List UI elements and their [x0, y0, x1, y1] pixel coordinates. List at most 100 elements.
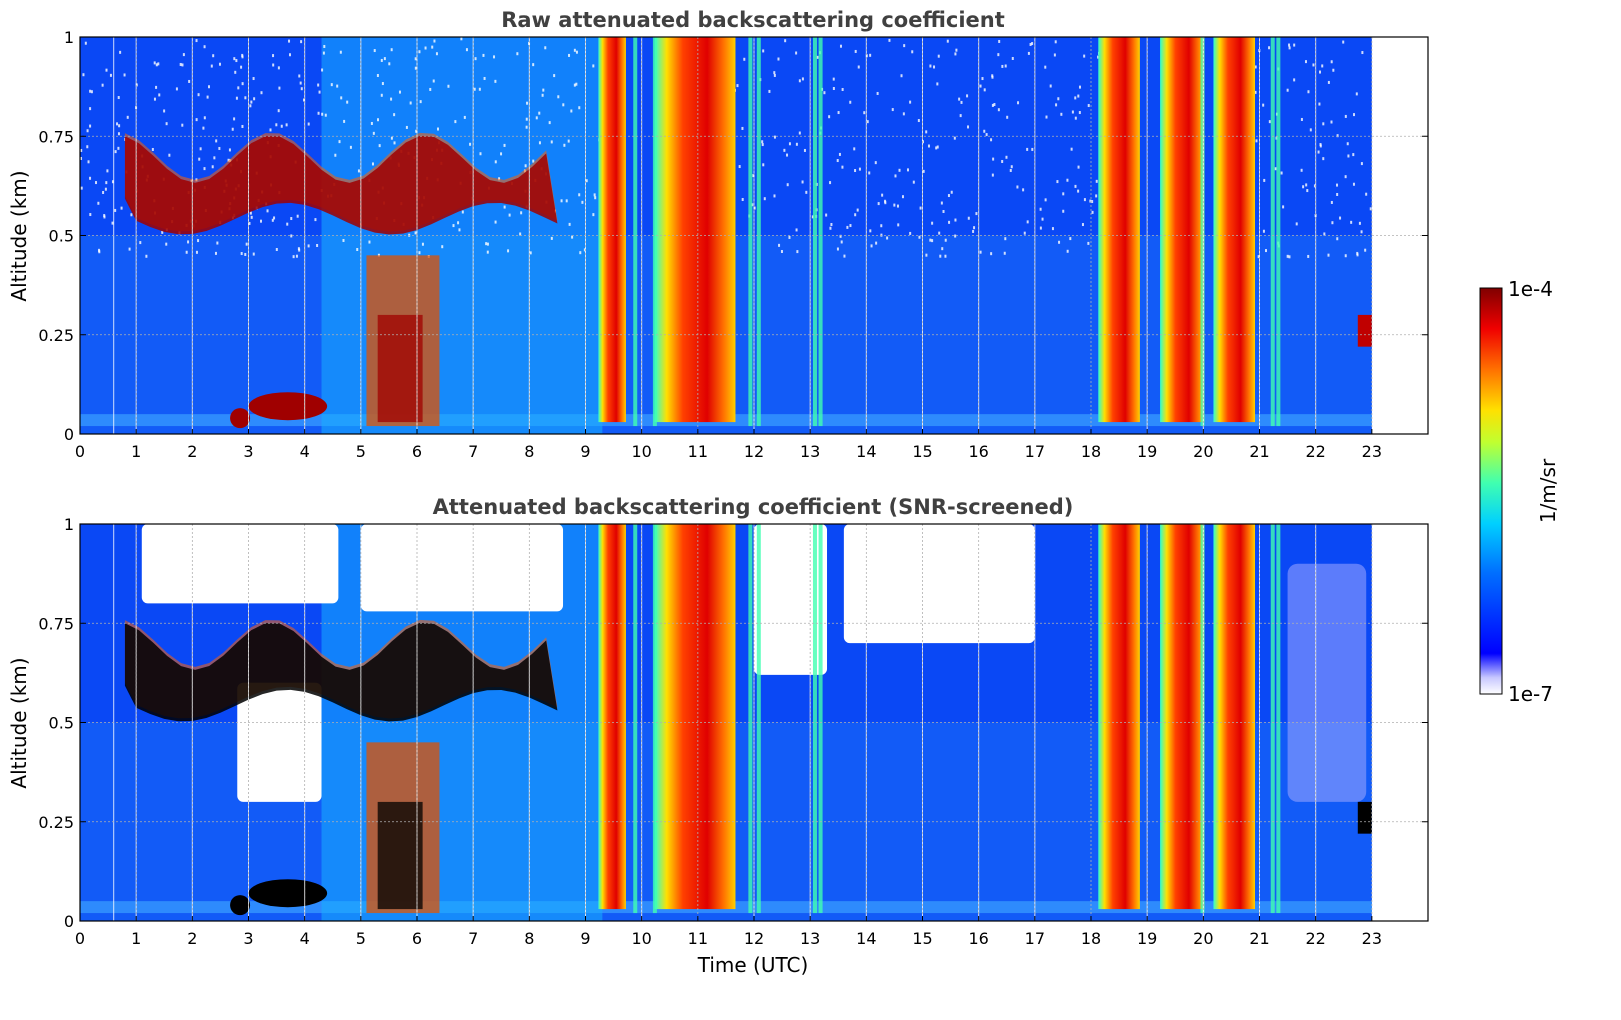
x-tick-label: 2 [187, 442, 197, 461]
noise-speck [1319, 70, 1322, 74]
noise-speck [805, 190, 808, 194]
x-tick-label: 7 [468, 929, 478, 948]
noise-speck [465, 48, 468, 52]
noise-speck [550, 236, 553, 240]
colorbar-min-label: 1e-7 [1508, 682, 1553, 706]
noise-speck [104, 187, 107, 191]
noise-speck [249, 104, 252, 108]
noise-speck [783, 148, 786, 152]
noise-speck [1044, 198, 1047, 202]
noise-speck [983, 129, 986, 133]
strong-column [1213, 37, 1256, 423]
noise-speck [1010, 165, 1013, 169]
noise-speck [1006, 115, 1009, 119]
noise-speck [86, 145, 89, 149]
noise-speck [508, 213, 511, 217]
noise-speck [1336, 193, 1339, 197]
noise-speck [298, 74, 301, 78]
noise-speck [858, 167, 861, 171]
noise-speck [1004, 64, 1007, 68]
low-layer [230, 895, 251, 916]
thin-column [1270, 524, 1275, 914]
noise-speck [109, 73, 112, 77]
noise-speck [1056, 180, 1059, 184]
x-tick-label: 5 [356, 929, 366, 948]
y-tick-label: 0.25 [38, 326, 74, 345]
noise-speck [1365, 192, 1368, 196]
noise-speck [947, 194, 950, 198]
noise-speck [795, 228, 798, 232]
noise-speck [474, 57, 477, 61]
noise-speck [227, 158, 230, 162]
noise-speck [126, 115, 129, 119]
noise-speck [1360, 230, 1363, 234]
screened-region [843, 524, 1035, 644]
noise-speck [1322, 122, 1325, 126]
noise-speck [244, 252, 247, 256]
noise-speck [330, 83, 333, 87]
thin-column [1276, 524, 1281, 914]
noise-speck [1077, 94, 1080, 98]
noise-speck [975, 212, 978, 216]
noise-speck [538, 141, 541, 145]
noise-speck [300, 87, 303, 91]
noise-speck [898, 168, 901, 172]
noise-speck [836, 159, 839, 163]
noise-speck [82, 73, 85, 77]
noise-speck [1077, 189, 1080, 193]
noise-speck [277, 109, 280, 113]
noise-speck [866, 120, 869, 124]
y-tick-label: 0.25 [38, 813, 74, 832]
noise-speck [1361, 51, 1364, 55]
noise-speck [168, 153, 171, 157]
noise-speck [155, 85, 158, 89]
noise-speck [307, 244, 310, 248]
noise-speck [1027, 51, 1030, 55]
noise-speck [252, 77, 255, 81]
x-tick-label: 9 [580, 929, 590, 948]
noise-speck [573, 83, 576, 87]
noise-speck [163, 109, 166, 113]
x-tick-label: 23 [1362, 442, 1382, 461]
noise-speck [570, 109, 573, 113]
noise-speck [579, 251, 582, 255]
noise-speck [89, 176, 92, 180]
noise-speck [145, 254, 148, 258]
noise-speck [277, 66, 280, 70]
y-tick-label: 0.5 [49, 227, 74, 246]
noise-speck [252, 252, 255, 256]
noise-speck [102, 190, 105, 194]
noise-speck [343, 119, 346, 123]
noise-speck [535, 116, 538, 120]
noise-speck [1262, 103, 1265, 107]
noise-speck [880, 224, 883, 228]
noise-speck [271, 218, 274, 222]
noise-speck [300, 40, 303, 44]
strong-column [1213, 524, 1256, 910]
noise-speck [544, 46, 547, 50]
noise-speck [380, 93, 383, 97]
noise-speck [1026, 220, 1029, 224]
noise-speck [457, 221, 460, 225]
noise-speck [250, 100, 253, 104]
noise-speck [275, 123, 278, 127]
noise-speck [245, 242, 248, 246]
noise-speck [461, 210, 464, 214]
noise-speck [1293, 78, 1296, 82]
noise-speck [249, 211, 252, 215]
noise-speck [398, 90, 401, 94]
noise-speck [997, 53, 1000, 57]
noise-speck [773, 194, 776, 198]
noise-speck [836, 247, 839, 251]
noise-speck [780, 249, 783, 253]
noise-speck [565, 199, 568, 203]
noise-speck [1026, 147, 1029, 151]
noise-speck [179, 62, 182, 66]
noise-speck [573, 48, 576, 52]
noise-speck [494, 220, 497, 224]
thin-layer [1357, 801, 1372, 834]
noise-speck [967, 216, 970, 220]
thin-column [748, 524, 753, 914]
noise-speck [500, 152, 503, 156]
noise-speck [1070, 147, 1073, 151]
